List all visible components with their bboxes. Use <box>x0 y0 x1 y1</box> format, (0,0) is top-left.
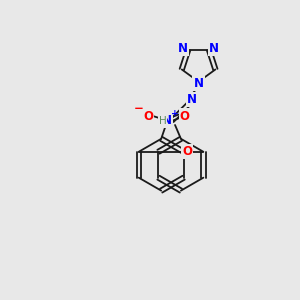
Text: N: N <box>178 42 188 55</box>
Text: +: + <box>171 109 178 118</box>
Text: N: N <box>162 114 172 127</box>
Text: O: O <box>182 145 192 158</box>
Text: O: O <box>143 110 153 123</box>
Text: N: N <box>209 42 219 55</box>
Text: H: H <box>159 116 167 126</box>
Text: −: − <box>134 102 143 115</box>
Text: N: N <box>194 77 204 90</box>
Text: N: N <box>187 93 197 106</box>
Text: O: O <box>180 110 190 123</box>
